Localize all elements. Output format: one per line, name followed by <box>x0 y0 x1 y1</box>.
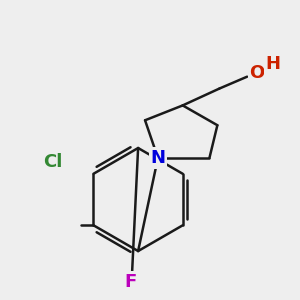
Text: N: N <box>150 149 165 167</box>
Text: F: F <box>124 273 136 291</box>
Text: Cl: Cl <box>43 153 63 171</box>
Text: O: O <box>249 64 265 82</box>
Text: H: H <box>266 55 280 73</box>
